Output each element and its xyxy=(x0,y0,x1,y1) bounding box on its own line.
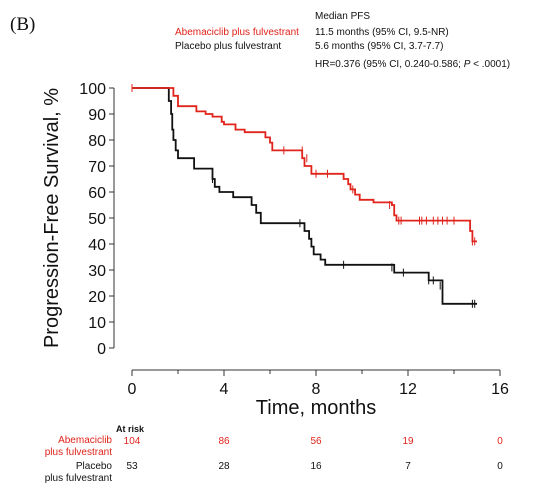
y-tick-label: 40 xyxy=(88,237,106,254)
at-risk-heading: At risk xyxy=(115,424,144,434)
y-tick-label: 30 xyxy=(88,263,106,280)
at-risk-count: 0 xyxy=(497,436,503,447)
y-tick-label: 20 xyxy=(88,289,106,306)
y-tick-label: 90 xyxy=(88,107,106,124)
at-risk-label-line: plus fulvestrant xyxy=(44,447,112,458)
x-tick-label: 16 xyxy=(491,381,509,398)
p-value-tail: < .0001) xyxy=(470,59,511,70)
x-tick-label: 0 xyxy=(128,381,137,398)
y-tick-label: 50 xyxy=(88,211,106,228)
at-risk-count: 53 xyxy=(126,461,138,472)
hazard-ratio-text: HR=0.376 (95% CI, 0.240-0.586; P < .0001… xyxy=(315,59,510,70)
at-risk-label-line: Placebo xyxy=(75,461,112,472)
x-tick-label: 4 xyxy=(220,381,229,398)
at-risk-count: 104 xyxy=(123,436,141,447)
legend-median-pfs: 5.6 months (95% CI, 3.7-7.7) xyxy=(315,41,444,52)
p-value-symbol: P xyxy=(463,59,471,70)
axes: 0 10 20 30 40 50 60 70 80 90 100 0 4 8 12 16 xyxy=(79,81,509,398)
at-risk-label-line: Abemaciclib xyxy=(58,435,112,446)
x-tick-label: 8 xyxy=(312,381,321,398)
y-axis-label: Progression-Free Survival, % xyxy=(41,88,63,348)
x-tick-label: 12 xyxy=(399,381,417,398)
at-risk-count: 16 xyxy=(310,461,322,472)
legend-series-name: Placebo plus fulvestrant xyxy=(175,41,282,52)
hazard-ratio-main: HR=0.376 (95% CI, 0.240-0.586; xyxy=(315,59,464,70)
at-risk-count: 56 xyxy=(310,436,322,447)
y-tick-label: 0 xyxy=(97,341,106,358)
y-tick-label: 80 xyxy=(88,133,106,150)
series-layer xyxy=(131,84,477,308)
y-tick-label: 100 xyxy=(79,81,106,98)
x-axis-label: Time, months xyxy=(256,397,376,419)
at-risk-count: 0 xyxy=(497,461,503,472)
km-curve-placebo xyxy=(132,87,477,305)
at-risk-count: 86 xyxy=(218,436,230,447)
at-risk-label-abemaciclib: Abemaciclib plus fulvestrant xyxy=(4,435,112,459)
legend-median-pfs: 11.5 months (95% CI, 9.5-NR) xyxy=(315,27,449,38)
y-tick-label: 10 xyxy=(88,315,106,332)
y-tick-label: 60 xyxy=(88,185,106,202)
km-chart: 0 10 20 30 40 50 60 70 80 90 100 0 4 8 12 16 Progressio… xyxy=(41,81,509,419)
at-risk-label-line: plus fulvestrant xyxy=(44,473,112,484)
at-risk-count: 28 xyxy=(218,461,230,472)
km-curve-abemaciclib xyxy=(132,87,477,243)
at-risk-label-placebo: Placebo plus fulvestrant xyxy=(4,461,112,485)
panel-label: (B) xyxy=(10,14,36,35)
y-tick-label: 70 xyxy=(88,159,106,176)
at-risk-count: 19 xyxy=(402,436,414,447)
legend-heading: Median PFS xyxy=(315,11,371,22)
at-risk-count: 7 xyxy=(405,461,411,472)
legend-series-name: Abemaciclib plus fulvestrant xyxy=(175,27,299,38)
